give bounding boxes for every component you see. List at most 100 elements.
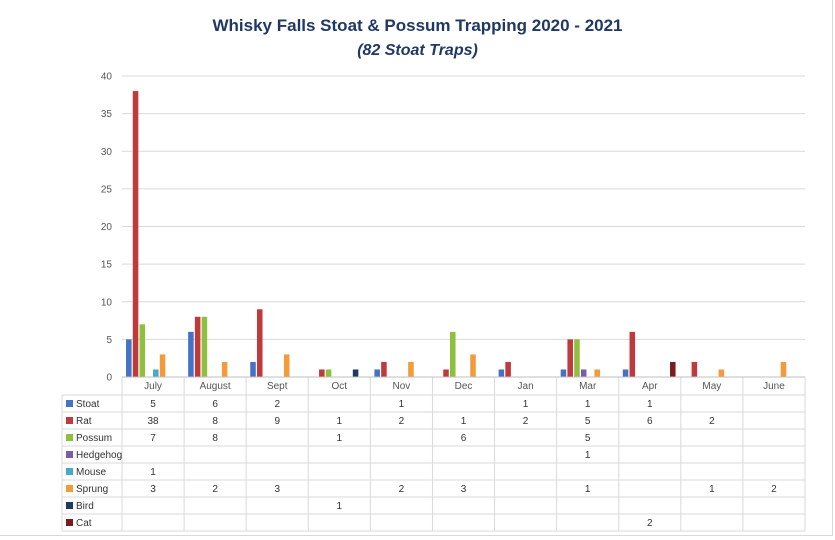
legend-label-hedgehog: Hedgehog — [76, 450, 122, 461]
bar-possum — [325, 369, 332, 377]
chart-title: Whisky Falls Stoat & Possum Trapping 202… — [212, 16, 623, 35]
y-tick-label: 40 — [101, 72, 113, 83]
y-tick-label: 15 — [101, 260, 113, 271]
table-cell: 6 — [647, 416, 653, 427]
table-cell: 1 — [709, 484, 715, 495]
table-cell: 1 — [337, 501, 343, 512]
table-cell: 2 — [399, 484, 405, 495]
table-cell: 1 — [523, 399, 529, 410]
bar-sprung — [221, 361, 228, 377]
x-tick-label: Dec — [455, 381, 473, 392]
table-cell: 8 — [212, 433, 218, 444]
bar-sprung — [283, 354, 290, 377]
bar-stoat — [622, 369, 629, 377]
x-tick-label: August — [200, 381, 231, 392]
y-tick-label: 25 — [101, 184, 113, 195]
y-tick-label: 30 — [101, 147, 113, 158]
bar-sprung — [159, 354, 166, 377]
bar-bird — [352, 369, 359, 377]
bar-rat — [567, 339, 573, 377]
legend-label-rat: Rat — [76, 416, 92, 427]
legend-label-cat: Cat — [76, 518, 92, 529]
y-tick-label: 5 — [106, 335, 112, 346]
bar-rat — [691, 361, 698, 377]
x-tick-label: Sept — [267, 381, 288, 392]
legend-key-hedgehog — [66, 451, 73, 458]
bar-rat — [132, 91, 139, 378]
legend-key-mouse — [66, 468, 73, 475]
bar-stoat — [250, 361, 256, 377]
x-tick-label: Mar — [579, 381, 597, 392]
y-tick-label: 35 — [101, 109, 113, 120]
bar-sprung — [780, 361, 787, 377]
legend-key-rat — [66, 417, 73, 424]
bar-stoat — [498, 369, 505, 377]
table-cell: 2 — [399, 416, 405, 427]
table-cell: 5 — [585, 433, 591, 444]
bar-stoat — [560, 369, 567, 377]
legend-key-possum — [66, 434, 73, 441]
table-cell: 1 — [585, 484, 591, 495]
bar-rat — [194, 316, 201, 377]
bar-rat — [319, 369, 325, 377]
table-cell: 2 — [274, 399, 280, 410]
bar-sprung — [718, 369, 725, 377]
bar-cat — [670, 361, 676, 377]
table-cell: 2 — [523, 416, 529, 427]
bar-hedgehog — [580, 369, 587, 377]
chart-subtitle: (82 Stoat Traps) — [357, 42, 478, 59]
table-cell: 1 — [585, 450, 591, 461]
x-tick-label: Jan — [518, 381, 534, 392]
table-cell: 1 — [647, 399, 653, 410]
table-cell: 1 — [585, 399, 591, 410]
bar-rat — [381, 361, 387, 377]
x-tick-label: Apr — [642, 381, 658, 392]
bar-sprung — [408, 361, 414, 377]
legend-key-cat — [66, 519, 73, 526]
bar-possum — [450, 331, 456, 377]
table-cell: 7 — [150, 433, 156, 444]
bar-rat — [505, 361, 511, 377]
bar-rat — [443, 369, 449, 377]
bar-stoat — [126, 339, 132, 377]
bar-stoat — [374, 369, 380, 377]
bar-possum — [201, 316, 208, 377]
table-cell: 2 — [771, 484, 777, 495]
legend-label-possum: Possum — [76, 433, 112, 444]
legend-key-bird — [66, 502, 73, 509]
bar-sprung — [470, 354, 476, 377]
x-tick-label: June — [763, 381, 785, 392]
table-cell: 1 — [399, 399, 405, 410]
bar-stoat — [188, 331, 194, 377]
bar-mouse — [153, 369, 159, 377]
table-cell: 5 — [150, 399, 156, 410]
bar-rat — [629, 331, 636, 377]
x-tick-label: May — [702, 381, 721, 392]
table-cell: 1 — [150, 467, 156, 478]
legend-label-sprung: Sprung — [76, 484, 108, 495]
legend-label-mouse: Mouse — [76, 467, 106, 478]
bar-rat — [256, 309, 263, 377]
table-cell: 3 — [150, 484, 156, 495]
table-cell: 6 — [461, 433, 467, 444]
table-cell: 2 — [709, 416, 715, 427]
table-cell: 2 — [212, 484, 218, 495]
y-tick-label: 20 — [101, 222, 113, 233]
table-cell: 1 — [337, 416, 343, 427]
table-cell: 8 — [212, 416, 218, 427]
table-cell: 1 — [461, 416, 467, 427]
legend-key-sprung — [66, 485, 73, 492]
bar-sprung — [594, 369, 600, 377]
table-cell: 6 — [212, 399, 218, 410]
table-cell: 9 — [274, 416, 280, 427]
table-cell: 2 — [647, 518, 653, 529]
y-tick-label: 0 — [106, 373, 112, 384]
bar-possum — [139, 324, 146, 377]
table-cell: 38 — [147, 416, 159, 427]
y-tick-label: 10 — [101, 297, 113, 308]
x-tick-label: Oct — [332, 381, 348, 392]
bar-possum — [574, 339, 580, 377]
table-cell: 5 — [585, 416, 591, 427]
